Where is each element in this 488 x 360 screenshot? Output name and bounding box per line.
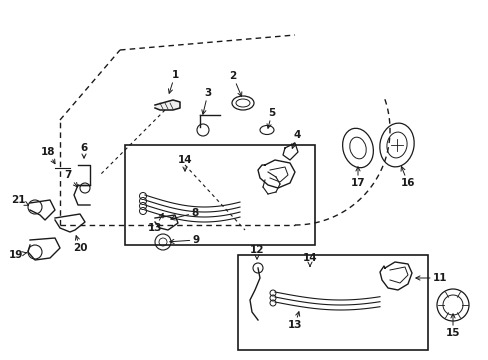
Text: 14: 14	[177, 155, 192, 171]
Text: 17: 17	[350, 167, 365, 188]
Bar	[125, 145, 314, 245]
Text: 3: 3	[202, 88, 211, 114]
Polygon shape	[155, 100, 180, 110]
Text: 21: 21	[11, 195, 28, 205]
Text: 2: 2	[229, 71, 242, 96]
Text: 16: 16	[400, 167, 414, 188]
Text: 19: 19	[9, 250, 26, 260]
Text: 9: 9	[169, 235, 199, 245]
Text: 15: 15	[445, 314, 459, 338]
Text: 14: 14	[302, 253, 317, 266]
Text: 7: 7	[64, 170, 78, 187]
Text: 18: 18	[41, 147, 55, 164]
Text: 6: 6	[80, 143, 87, 158]
Text: 20: 20	[73, 236, 87, 253]
Text: 11: 11	[415, 273, 447, 283]
Text: 1: 1	[168, 70, 178, 93]
Text: 13: 13	[287, 312, 302, 330]
Text: 12: 12	[249, 245, 264, 259]
Text: 13: 13	[147, 213, 163, 233]
Text: 8: 8	[170, 208, 198, 220]
Bar	[238, 255, 427, 350]
Text: 4: 4	[291, 130, 300, 148]
Text: 5: 5	[266, 108, 275, 128]
